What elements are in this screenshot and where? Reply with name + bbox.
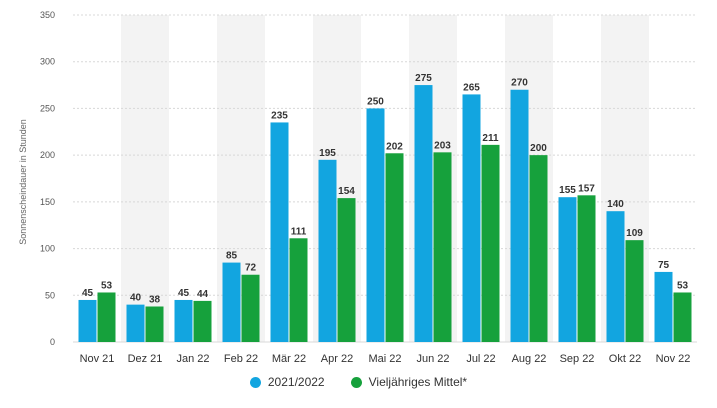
bar-series-1: [126, 304, 145, 342]
value-label-series-2: 200: [530, 143, 547, 154]
bar-series-2: [481, 144, 500, 342]
x-tick-label: Jun 22: [416, 353, 449, 365]
legend-marker-series-1: [249, 376, 261, 388]
value-label-series-2: 211: [482, 133, 499, 144]
legend-label-series-1: 2021/2022: [267, 375, 325, 389]
legend-label-series-2: Vieljähriges Mittel*: [368, 375, 468, 389]
bar-series-1: [174, 299, 193, 342]
y-tick-label: 50: [45, 290, 55, 300]
column-band: [121, 15, 169, 342]
value-label-series-1: 155: [559, 185, 576, 196]
value-label-series-1: 85: [226, 251, 238, 262]
value-label-series-1: 75: [658, 260, 670, 271]
x-tick-label: Nov 22: [656, 353, 691, 365]
bar-series-1: [606, 211, 625, 342]
bars: [78, 85, 692, 343]
y-tick-label: 150: [40, 197, 55, 207]
bar-series-1: [510, 89, 529, 342]
x-tick-label: Dez 21: [128, 353, 163, 365]
value-label-series-2: 53: [677, 280, 689, 291]
value-label-series-1: 45: [178, 288, 190, 299]
bar-series-1: [78, 299, 97, 342]
legend-item-series-2[interactable]: Vieljähriges Mittel*: [350, 375, 468, 389]
value-label-series-1: 250: [367, 96, 384, 107]
bar-series-2: [145, 306, 164, 342]
bar-series-1: [222, 262, 241, 342]
bar-series-2: [529, 155, 548, 342]
bar-series-1: [366, 108, 385, 342]
value-label-series-1: 270: [511, 78, 528, 89]
x-tick-label: Feb 22: [224, 353, 258, 365]
value-label-series-1: 40: [130, 293, 142, 304]
y-tick-label: 0: [50, 337, 55, 347]
bar-series-2: [97, 292, 116, 342]
x-tick-label: Aug 22: [512, 353, 547, 365]
bar-series-2: [433, 152, 452, 342]
value-label-series-2: 44: [197, 289, 209, 300]
bar-series-1: [462, 94, 481, 343]
y-tick-label: 200: [40, 150, 55, 160]
bar-series-2: [241, 274, 260, 342]
bar-series-2: [625, 240, 644, 342]
value-label-series-1: 275: [415, 73, 432, 84]
value-label-series-1: 45: [82, 288, 94, 299]
value-label-series-2: 111: [291, 226, 307, 237]
bar-series-1: [654, 271, 673, 342]
value-label-series-2: 154: [338, 186, 355, 197]
bar-series-2: [289, 238, 308, 342]
value-label-series-2: 53: [101, 280, 113, 291]
bar-series-1: [414, 85, 433, 343]
bar-series-2: [193, 300, 212, 342]
x-tick-label: Mai 22: [368, 353, 401, 365]
x-tick-label: Nov 21: [80, 353, 115, 365]
y-tick-label: 250: [40, 103, 55, 113]
value-label-series-1: 195: [319, 148, 336, 159]
bar-series-1: [558, 197, 577, 342]
bar-series-1: [270, 122, 289, 342]
value-label-series-2: 109: [626, 228, 643, 239]
data-labels: 45 53 40 38 45 44 85 72 235 111 195 154 250 202 275 203…: [82, 73, 689, 305]
bar-series-2: [673, 292, 692, 342]
value-label-series-2: 38: [149, 294, 161, 305]
legend: 2021/2022 Vieljähriges Mittel*: [0, 375, 717, 389]
bar-series-2: [385, 153, 404, 342]
value-label-series-1: 140: [607, 199, 624, 210]
value-label-series-2: 72: [245, 263, 257, 274]
x-tick-label: Sep 22: [560, 353, 595, 365]
y-axis-label: Sonnenscheindauer in Stunden: [18, 119, 28, 245]
value-label-series-1: 265: [463, 82, 480, 93]
value-label-series-2: 157: [578, 183, 595, 194]
x-axis-ticks: Nov 21 Dez 21 Jan 22 Feb 22 Mär 22 Apr 22 Mai …: [80, 353, 691, 365]
legend-marker-series-2: [350, 376, 362, 388]
bar-series-2: [577, 195, 596, 342]
x-tick-label: Apr 22: [321, 353, 353, 365]
x-tick-label: Jul 22: [466, 353, 495, 365]
x-tick-label: Jan 22: [176, 353, 209, 365]
y-tick-label: 100: [40, 244, 55, 254]
x-tick-label: Okt 22: [609, 353, 641, 365]
y-tick-label: 350: [40, 10, 55, 20]
bar-series-1: [318, 159, 337, 342]
x-tick-label: Mär 22: [272, 353, 306, 365]
bar-series-2: [337, 198, 356, 342]
y-tick-label: 300: [40, 57, 55, 67]
y-axis-ticks: 0 50 100 150 200 250 300 350: [40, 10, 55, 347]
value-label-series-2: 203: [434, 140, 451, 151]
legend-item-series-1[interactable]: 2021/2022: [249, 375, 325, 389]
value-label-series-1: 235: [271, 110, 288, 121]
value-label-series-2: 202: [386, 141, 403, 152]
